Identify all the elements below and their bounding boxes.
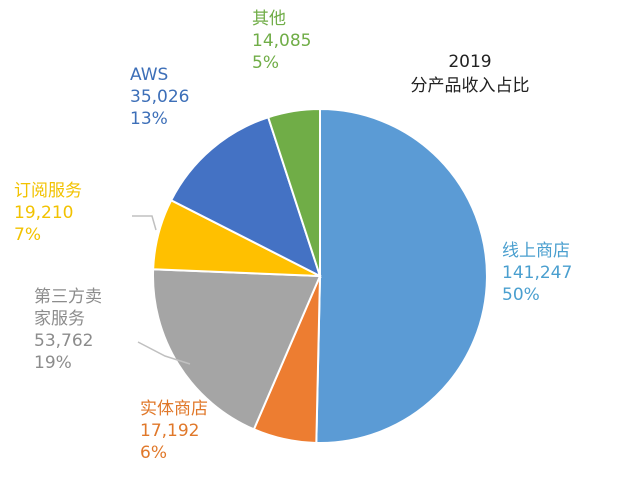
pie-slices	[152, 107, 488, 444]
slice-label-online-store: 线上商店 141,247 50%	[502, 240, 572, 306]
chart-title-year: 2019	[448, 52, 492, 72]
online-store-percent: 50%	[502, 285, 540, 305]
third-party-value: 53,762	[34, 331, 94, 351]
physical-store-name: 实体商店	[140, 399, 208, 419]
slice-label-other: 其他 14,085 5%	[252, 8, 311, 74]
slice-third-party	[152, 268, 322, 431]
physical-store-percent: 6%	[140, 443, 167, 463]
other-value: 14,085	[252, 31, 312, 51]
leader-lines	[132, 215, 191, 365]
third-party-name-line1: 第三方卖	[34, 287, 102, 307]
slice-online-store	[315, 107, 488, 444]
subscription-value: 19,210	[14, 203, 74, 223]
slice-aws	[169, 115, 322, 278]
subscription-name: 订阅服务	[14, 181, 82, 201]
chart-title-text: 分产品收入占比	[410, 76, 530, 96]
slice-label-aws: AWS 35,026 13%	[130, 64, 189, 130]
third-party-percent: 19%	[34, 353, 72, 373]
online-store-value: 141,247	[502, 263, 573, 283]
aws-value: 35,026	[130, 87, 190, 107]
other-name: 其他	[252, 9, 286, 29]
slice-label-physical-store: 实体商店 17,192 6%	[140, 398, 208, 464]
third-party-name-line2: 家服务	[34, 309, 85, 329]
physical-store-value: 17,192	[140, 421, 200, 441]
slice-label-third-party: 第三方卖 家服务 53,762 19%	[34, 286, 102, 374]
subscription-percent: 7%	[14, 225, 41, 245]
leader-line-thirdparty	[137, 341, 191, 365]
other-percent: 5%	[252, 53, 279, 73]
chart-title: 2019 分产品收入占比	[405, 50, 535, 98]
slice-other	[266, 107, 321, 277]
online-store-name: 线上商店	[502, 241, 570, 261]
slice-label-subscription: 订阅服务 19,210 7%	[14, 180, 82, 246]
aws-percent: 13%	[130, 109, 168, 129]
leader-line-subscription	[132, 215, 157, 231]
aws-name: AWS	[130, 65, 169, 85]
